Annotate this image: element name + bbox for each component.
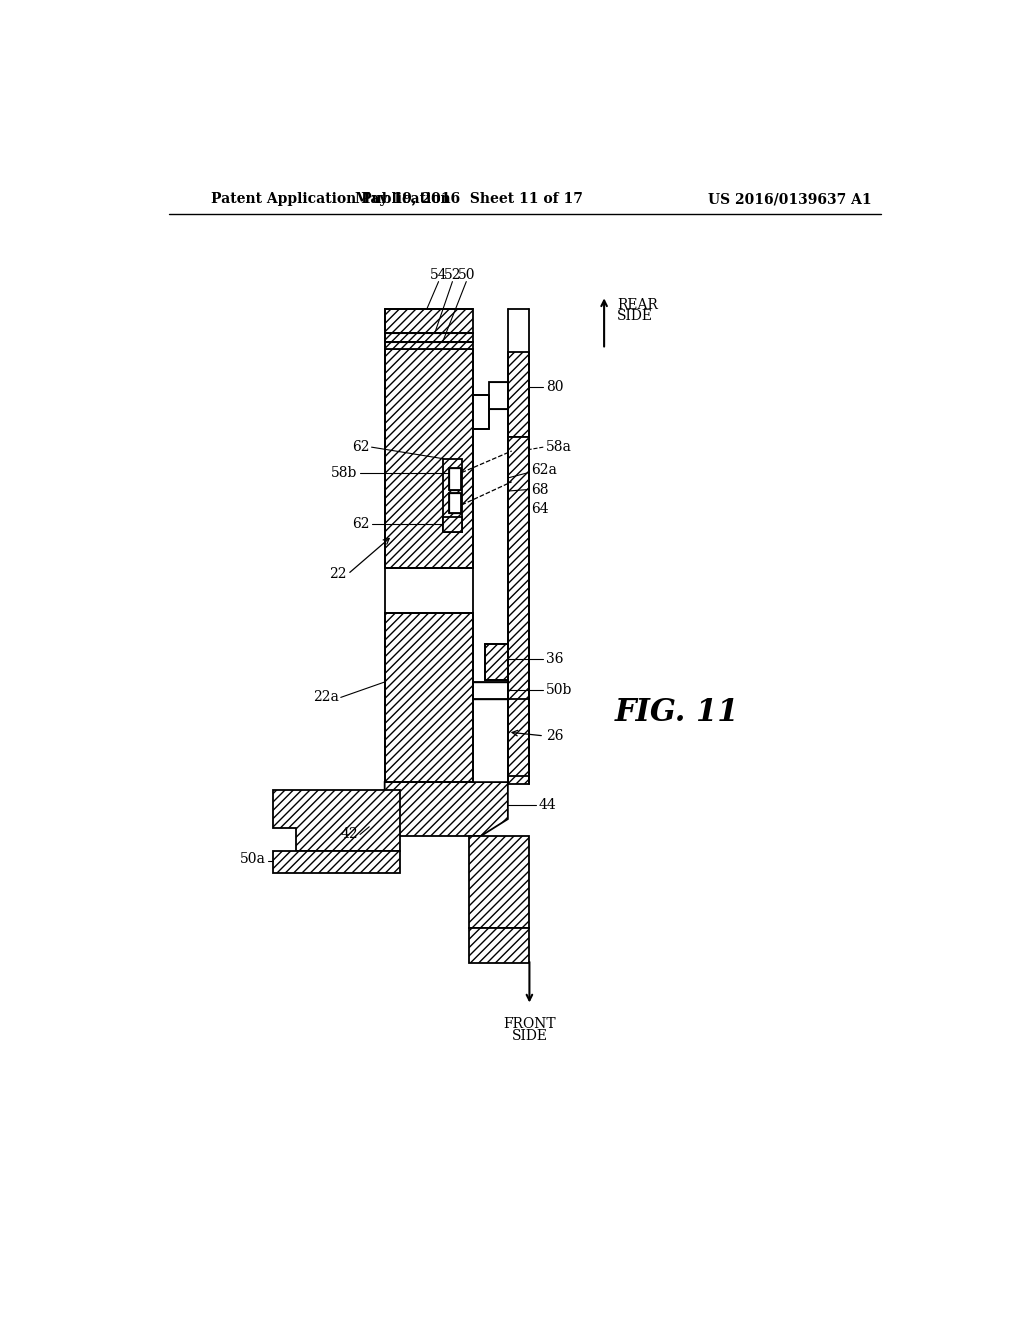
Text: 68: 68 (531, 483, 549, 496)
Text: 58b: 58b (332, 466, 357, 479)
Text: 50a: 50a (240, 853, 265, 866)
Bar (385, 348, 473, 568)
Bar (508, 352, 529, 437)
Text: 62: 62 (352, 440, 370, 454)
Text: Patent Application Publication: Patent Application Publication (211, 193, 451, 206)
Bar (385, 309, 473, 333)
Bar (443, 517, 462, 532)
Bar (488, 381, 508, 409)
Text: 54: 54 (430, 268, 447, 282)
Bar (385, 612, 473, 781)
Bar (473, 395, 488, 429)
Bar (473, 682, 508, 700)
Polygon shape (273, 789, 400, 851)
Bar (450, 469, 461, 490)
Text: SIDE: SIDE (617, 309, 653, 323)
Text: 22: 22 (329, 568, 346, 581)
Bar (469, 928, 529, 964)
Text: 80: 80 (547, 380, 564, 395)
Text: 50b: 50b (547, 682, 572, 697)
Text: REAR: REAR (617, 298, 658, 312)
Bar (443, 459, 462, 532)
Bar (385, 333, 473, 342)
Text: SIDE: SIDE (511, 1028, 548, 1043)
Text: FRONT: FRONT (503, 1016, 556, 1031)
Text: 62a: 62a (531, 463, 557, 478)
Text: 42: 42 (340, 828, 357, 841)
Text: 64: 64 (531, 502, 549, 516)
Bar (469, 836, 529, 928)
Text: 44: 44 (539, 799, 556, 812)
Bar (273, 851, 400, 873)
Text: 22a: 22a (312, 690, 339, 705)
Text: US 2016/0139637 A1: US 2016/0139637 A1 (708, 193, 871, 206)
Bar (385, 342, 473, 348)
Bar (508, 700, 529, 776)
Text: 52: 52 (443, 268, 461, 282)
Text: 36: 36 (547, 652, 564, 665)
Bar (450, 494, 461, 512)
Bar (508, 437, 529, 784)
Text: FIG. 11: FIG. 11 (615, 697, 739, 729)
Text: May 19, 2016  Sheet 11 of 17: May 19, 2016 Sheet 11 of 17 (355, 193, 584, 206)
Bar (385, 568, 473, 612)
Polygon shape (385, 781, 508, 836)
Text: 50: 50 (458, 268, 475, 282)
Text: 58a: 58a (547, 440, 572, 454)
Text: 62: 62 (352, 517, 370, 531)
Bar (484, 644, 508, 681)
Text: 26: 26 (547, 729, 564, 743)
